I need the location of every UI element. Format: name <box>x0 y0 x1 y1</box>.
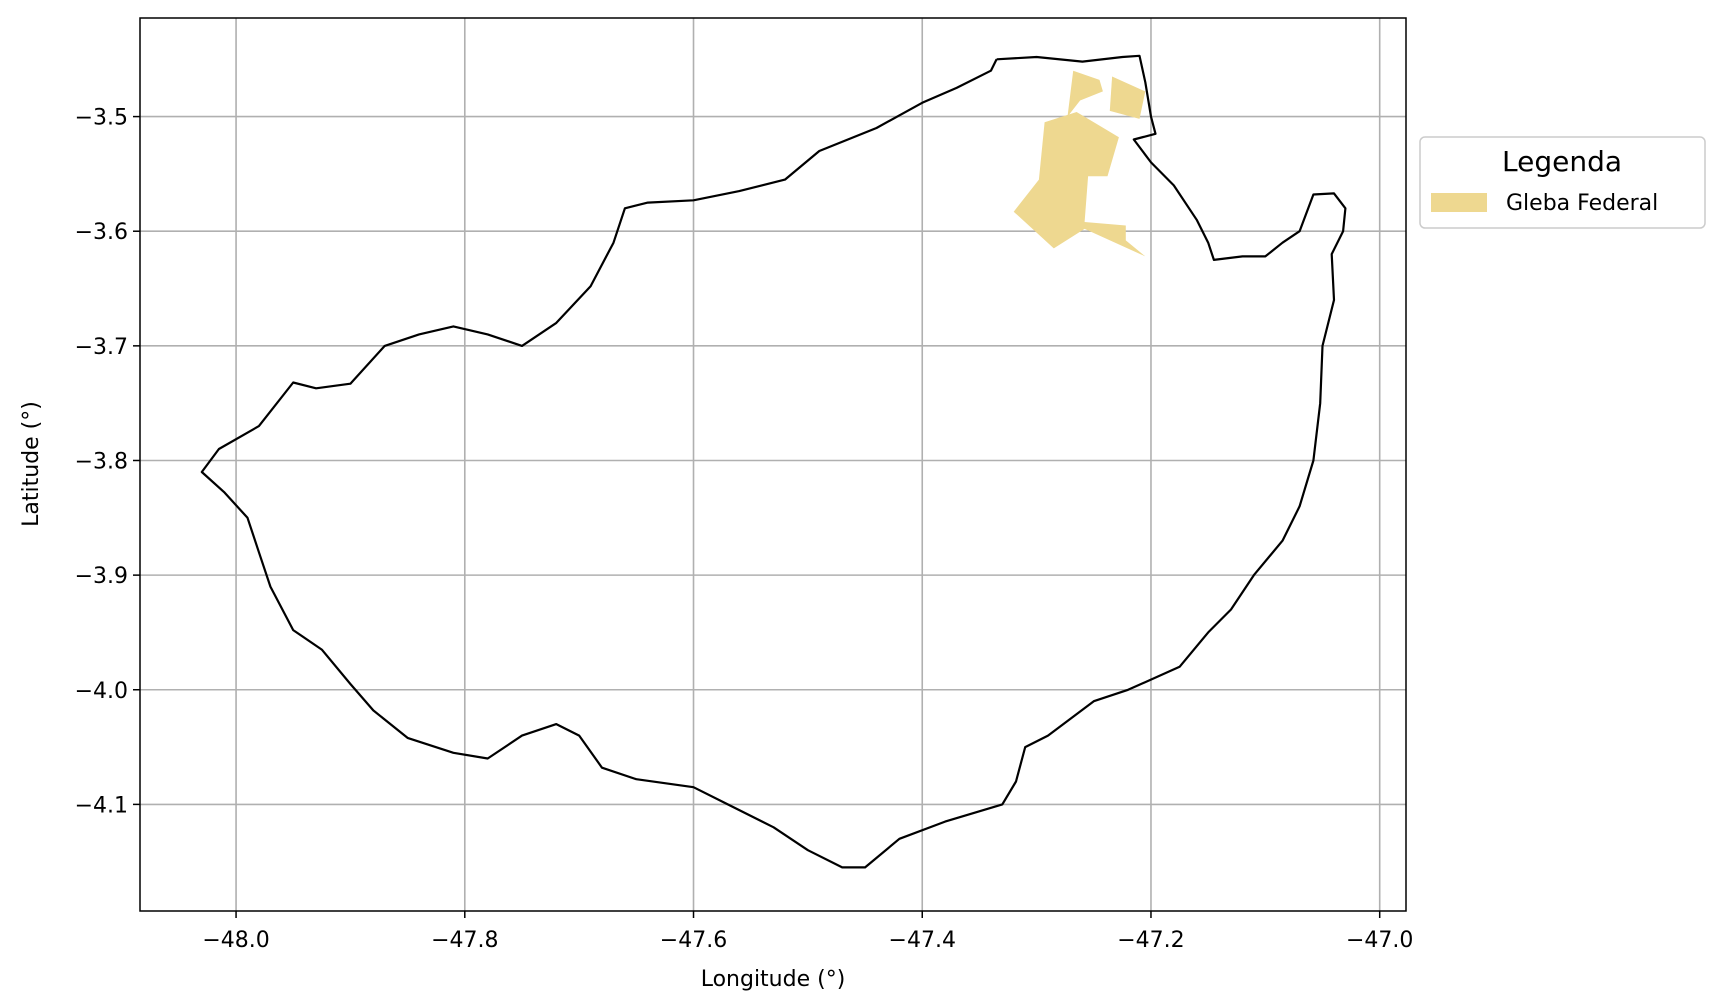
x-tick-label: −48.0 <box>202 928 269 953</box>
plot-frame <box>139 17 1407 912</box>
legend-frame <box>1419 136 1706 229</box>
boundary-outline <box>200 54 1347 869</box>
y-tick-label: −4.0 <box>75 679 128 704</box>
grid-lines <box>140 18 1406 911</box>
legend-swatch-gleba-federal <box>1431 193 1487 212</box>
gleba-federal-layer <box>1013 70 1146 257</box>
legend: Legenda Gleba Federal <box>1419 136 1706 229</box>
x-tick-label: −47.0 <box>1346 928 1413 953</box>
y-tick-label: −3.8 <box>75 449 128 474</box>
boundary-layer <box>200 54 1347 869</box>
y-axis-ticks: −3.5 −3.6 −3.7 −3.8 −3.9 −4.0 −4.1 <box>75 106 140 818</box>
legend-label-gleba-federal: Gleba Federal <box>1506 191 1658 216</box>
x-axis-title: Longitude (°) <box>701 967 846 992</box>
x-tick-label: −47.2 <box>1117 928 1184 953</box>
legend-title: Legenda <box>1502 145 1622 178</box>
x-axis-ticks: −48.0 −47.8 −47.6 −47.4 −47.2 −47.0 <box>202 911 1413 953</box>
y-tick-label: −3.5 <box>75 106 128 131</box>
y-tick-label: −3.9 <box>75 564 128 589</box>
y-tick-label: −4.1 <box>75 793 128 818</box>
x-tick-label: −47.6 <box>660 928 727 953</box>
gleba-federal-polygon <box>1013 112 1146 257</box>
x-tick-label: −47.8 <box>431 928 498 953</box>
y-tick-label: −3.7 <box>75 335 128 360</box>
gleba-federal-polygon <box>1067 70 1103 117</box>
gleba-federal-polygon <box>1109 76 1146 119</box>
plot-background <box>140 18 1406 911</box>
y-tick-label: −3.6 <box>75 220 128 245</box>
x-tick-label: −47.4 <box>889 928 956 953</box>
y-axis-title: Latitude (°) <box>19 401 44 527</box>
